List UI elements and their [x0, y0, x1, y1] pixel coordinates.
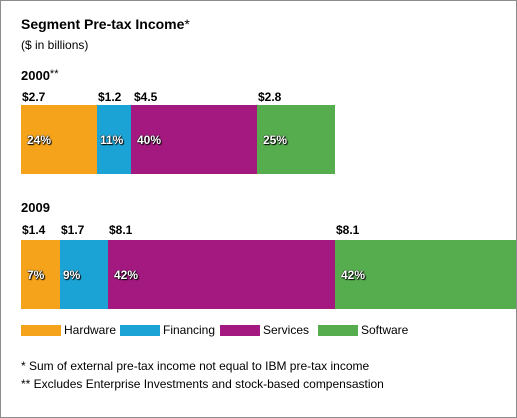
footnote-1: * Sum of external pre-tax income not equ…	[21, 359, 370, 373]
bar-segment-financing-2000: 11%	[97, 105, 131, 174]
value-label-software-2009: $8.1	[336, 223, 360, 237]
footnote-2: ** Excludes Enterprise Investments and s…	[21, 377, 384, 391]
percent-label: 25%	[263, 132, 288, 147]
value-label-hardware-2009: $1.4	[22, 223, 46, 237]
chart-title-text: Segment Pre-tax Income	[21, 16, 185, 32]
legend-swatch	[120, 325, 160, 336]
year-label-2000: 2000**	[21, 68, 58, 83]
legend-swatch	[318, 325, 358, 336]
bar-segment-hardware-2009: 7%	[21, 240, 60, 309]
year-label-text: 2009	[21, 200, 50, 215]
year-label-2009: 2009	[21, 200, 50, 215]
bar-segment-services-2000: 40%	[131, 105, 257, 174]
bar-segment-financing-2009: 9%	[60, 240, 108, 309]
legend-swatch	[220, 325, 260, 336]
percent-label: 9%	[63, 267, 81, 282]
percent-label: 7%	[27, 267, 45, 282]
legend-label: Hardware	[64, 323, 117, 337]
bar-segment-hardware-2000: 24%	[21, 105, 97, 174]
value-label-services-2009: $8.1	[109, 223, 133, 237]
percent-label: 24%	[27, 132, 52, 147]
legend-label: Services	[263, 323, 310, 337]
year-label-text: 2000	[21, 68, 50, 83]
value-label-software-2000: $2.8	[258, 90, 282, 104]
percent-label: 42%	[114, 267, 139, 282]
percent-label: 42%	[341, 267, 366, 282]
value-label-hardware-2000: $2.7	[22, 90, 46, 104]
legend-label: Financing	[163, 323, 216, 337]
bar-segment-services-2009: 42%	[108, 240, 335, 309]
bar-segment-software-2009: 42%	[335, 240, 516, 309]
value-label-services-2000: $4.5	[134, 90, 158, 104]
percent-label: 40%	[137, 132, 162, 147]
year-footnote-mark: **	[49, 68, 59, 80]
legend-label: Software	[361, 323, 409, 337]
value-label-financing-2009: $1.7	[61, 223, 85, 237]
value-label-financing-2000: $1.2	[98, 90, 122, 104]
chart-title-mark: *	[184, 16, 190, 32]
chart-title: Segment Pre-tax Income*	[21, 16, 190, 32]
bar-segment-software-2000: 25%	[257, 105, 335, 174]
legend-swatch	[21, 325, 61, 336]
percent-label: 11%	[100, 132, 124, 147]
chart-subtitle: ($ in billions)	[21, 38, 89, 52]
